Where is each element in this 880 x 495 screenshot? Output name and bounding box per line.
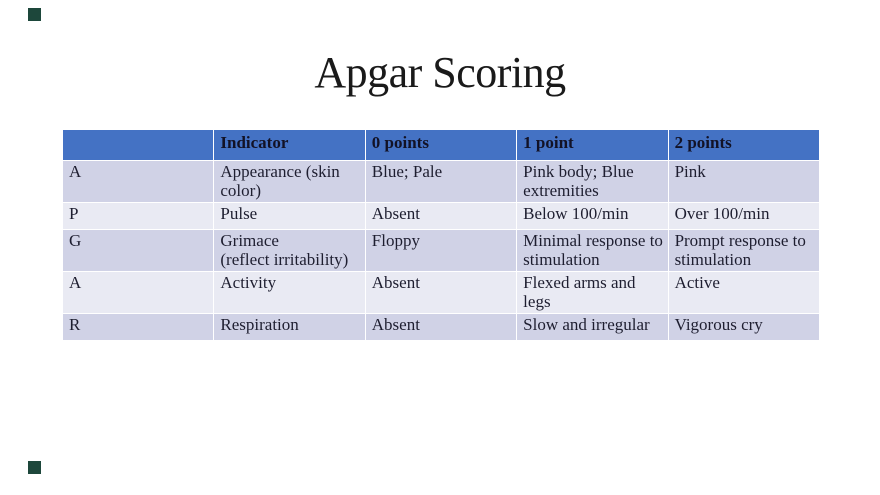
cell-2-points: Prompt response to stimulation (667, 229, 821, 272)
cell-2-points: Active (667, 271, 821, 314)
table-row-appearance: A Appearance (skin color) Blue; Pale Pin… (61, 160, 821, 203)
cell-1-point: Flexed arms and legs (516, 271, 669, 314)
cell-0-points: Floppy (364, 229, 518, 272)
cell-0-points: Absent (364, 313, 518, 341)
page-title: Apgar Scoring (314, 48, 566, 97)
table-row-respiration: R Respiration Absent Slow and irregular … (61, 313, 821, 341)
accent-square-top (28, 8, 41, 21)
cell-1-point: Pink body; Blue extremities (516, 160, 669, 203)
cell-indicator: Respiration (213, 313, 366, 341)
cell-2-points: Pink (667, 160, 821, 203)
cell-2-points: Vigorous cry (667, 313, 821, 341)
cell-0-points: Absent (364, 271, 518, 314)
apgar-scoring-table: Indicator 0 points 1 point 2 points A Ap… (61, 129, 821, 341)
column-header-blank (61, 129, 215, 161)
accent-square-bottom (28, 461, 41, 474)
column-header-2-points: 2 points (667, 129, 821, 161)
cell-0-points: Blue; Pale (364, 160, 518, 203)
cell-1-point: Minimal response to stimulation (516, 229, 669, 272)
column-header-1-point: 1 point (516, 129, 669, 161)
cell-0-points: Absent (364, 202, 518, 230)
cell-letter: A (61, 160, 215, 203)
table-row-grimace: G Grimace (reflect irritability) Floppy … (61, 229, 821, 272)
table-row-pulse: P Pulse Absent Below 100/min Over 100/mi… (61, 202, 821, 230)
cell-indicator: Activity (213, 271, 366, 314)
cell-2-points: Over 100/min (667, 202, 821, 230)
cell-1-point: Slow and irregular (516, 313, 669, 341)
cell-indicator: Grimace (reflect irritability) (213, 229, 366, 272)
column-header-indicator: Indicator (213, 129, 366, 161)
table-header-row: Indicator 0 points 1 point 2 points (61, 129, 821, 161)
cell-indicator: Appearance (skin color) (213, 160, 366, 203)
cell-letter: A (61, 271, 215, 314)
column-header-0-points: 0 points (364, 129, 518, 161)
cell-1-point: Below 100/min (516, 202, 669, 230)
cell-letter: G (61, 229, 215, 272)
cell-indicator: Pulse (213, 202, 366, 230)
cell-letter: R (61, 313, 215, 341)
cell-letter: P (61, 202, 215, 230)
table-row-activity: A Activity Absent Flexed arms and legs A… (61, 271, 821, 314)
